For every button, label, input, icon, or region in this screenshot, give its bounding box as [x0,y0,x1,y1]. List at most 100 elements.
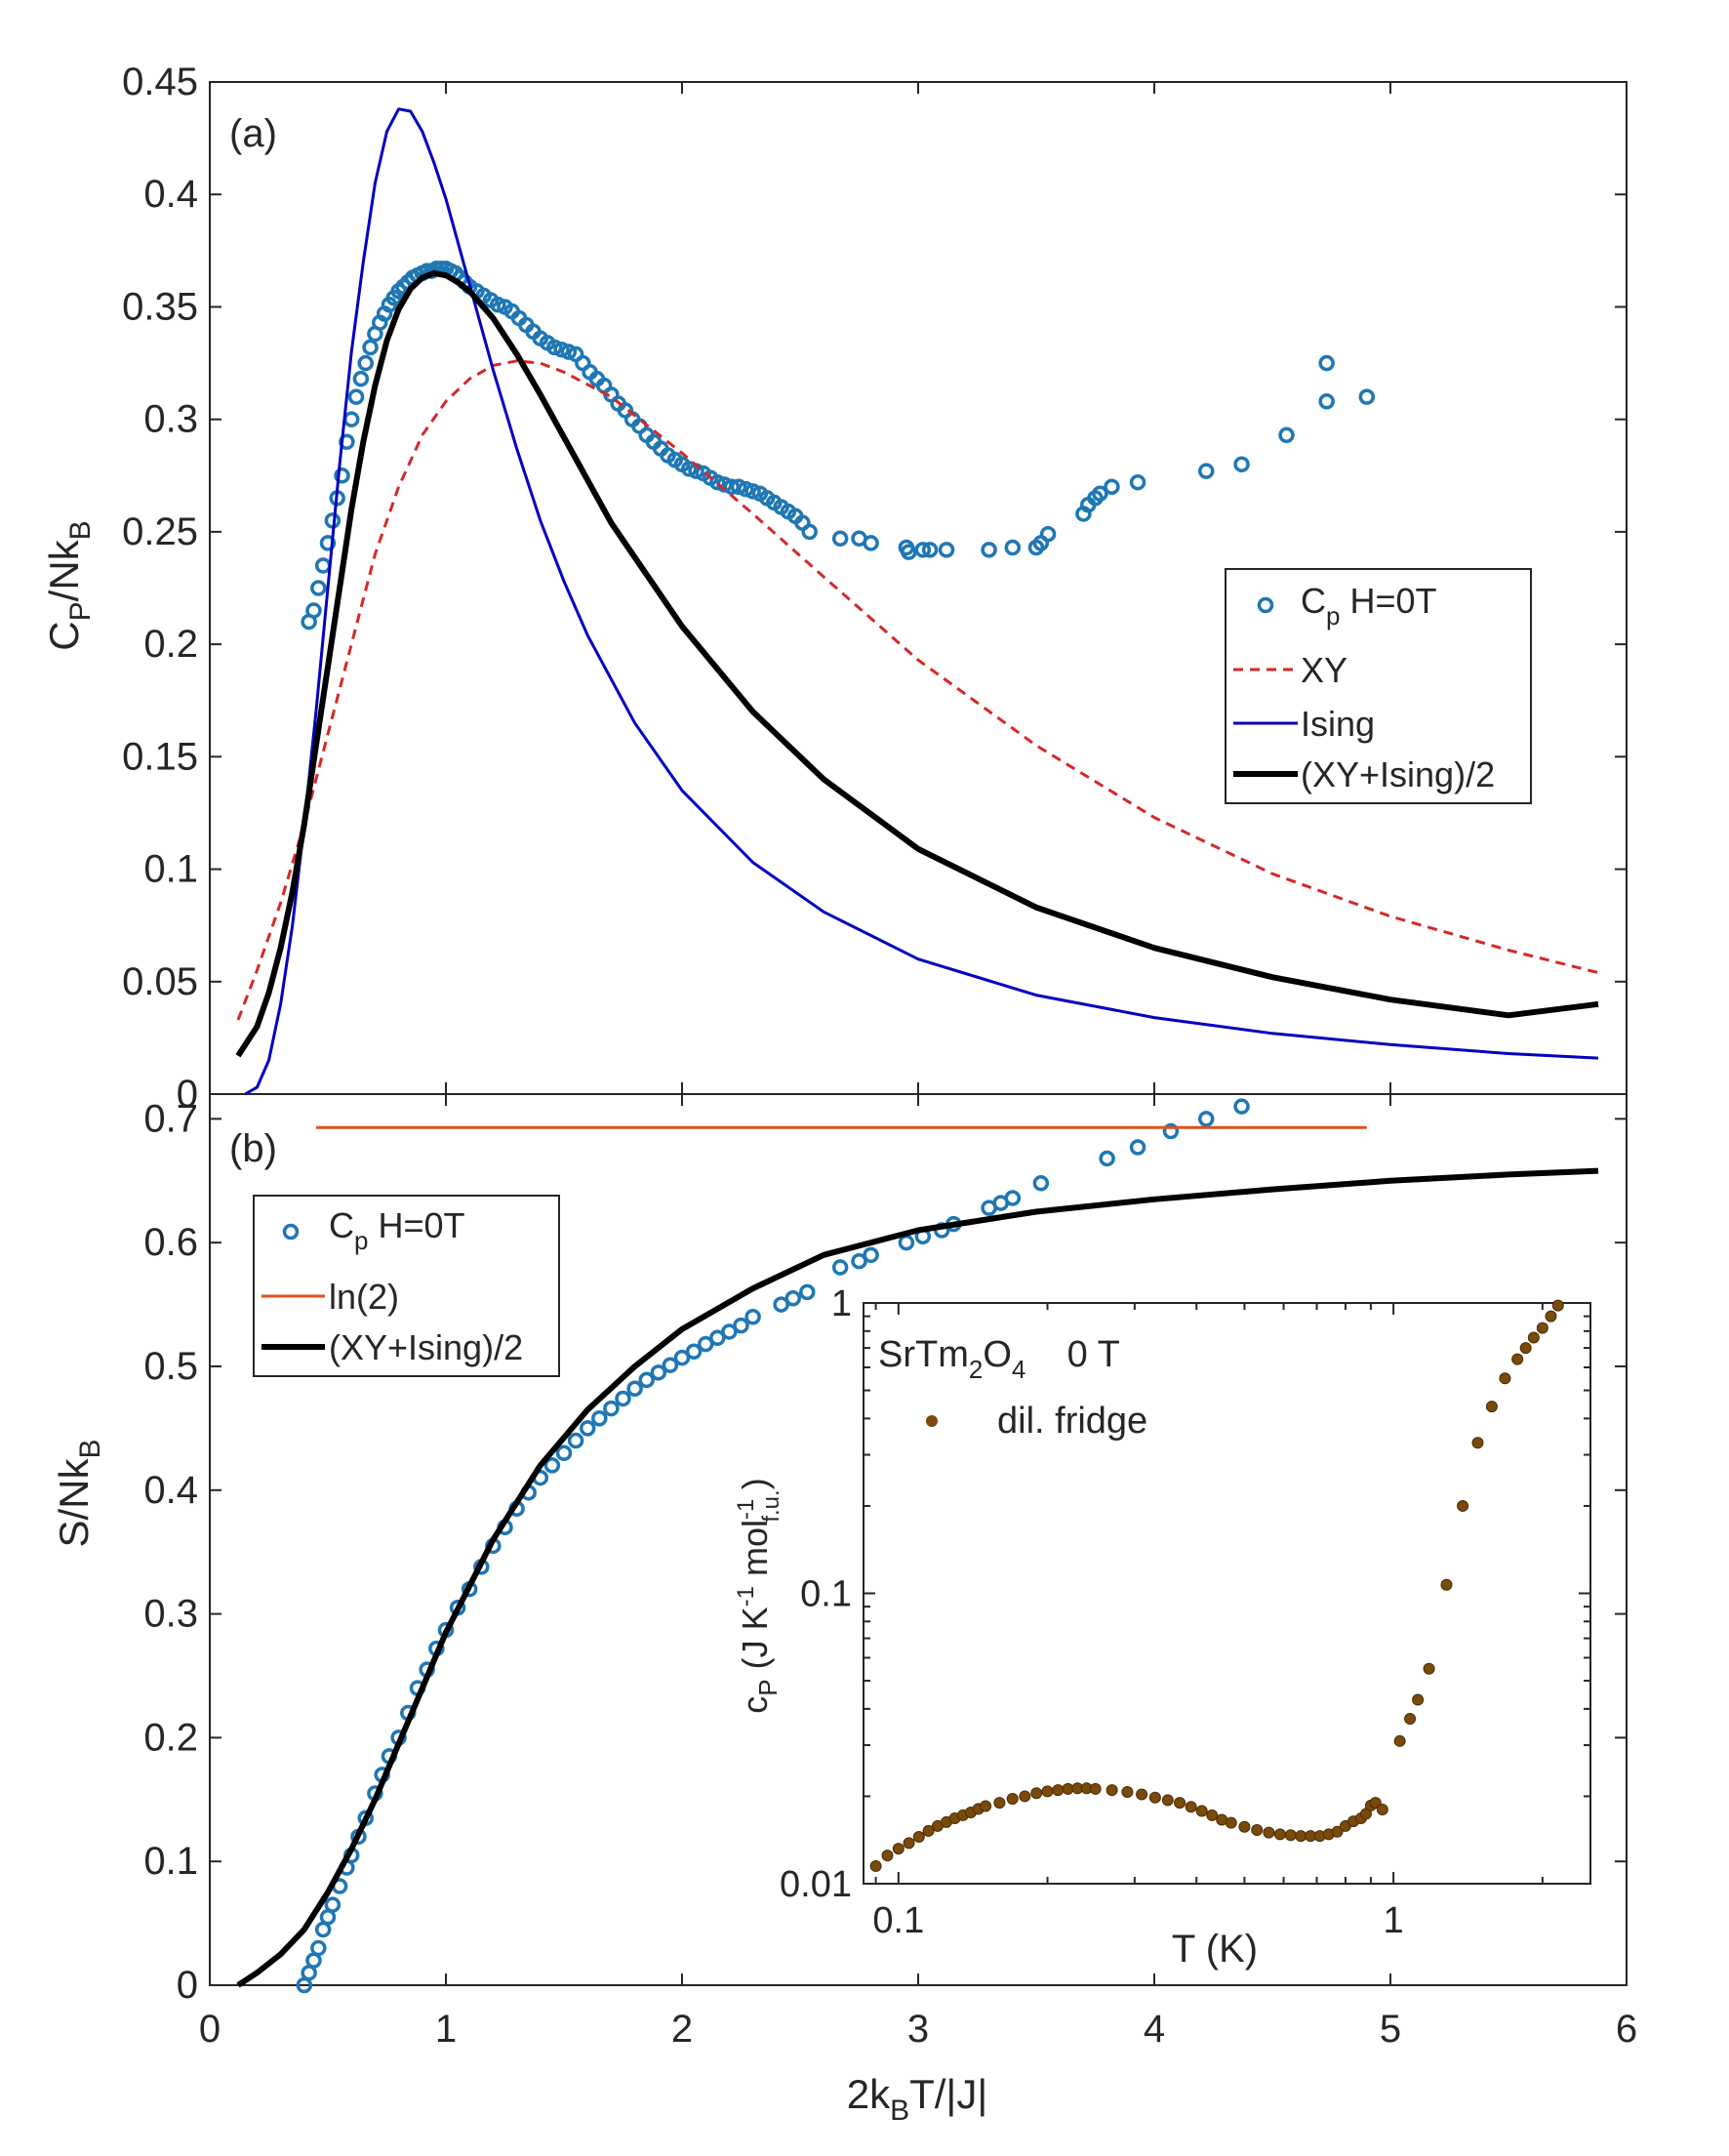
legend-b: Cp H=0T ln(2) (XY+Ising)/2 [253,1195,560,1377]
inset-point [993,1797,1006,1810]
panel-a-cp-point [347,388,365,405]
panel-a-cp-point [1129,473,1146,491]
inset-point [1499,1372,1511,1385]
panel-b-cp-point [1099,1150,1115,1167]
panel-b-cp-point [898,1234,915,1251]
panel-b-cp-point [1162,1122,1180,1140]
legend-a-box [1225,568,1532,804]
inset-point [1440,1578,1453,1591]
inset-ytick-label: 0.1 [800,1574,852,1615]
panel-b-cp-point [1129,1139,1146,1156]
panel-b-cp-point [603,1400,620,1417]
inset-point [1041,1785,1054,1798]
panel-a-ylabel: CP/NkB [41,520,97,650]
inset-point [1206,1809,1219,1821]
panel-a-ytick-label: 0.4 [143,173,198,216]
inset-point [1161,1794,1174,1807]
panel-a-cp-point [1318,392,1335,410]
panel-a-ytick-label: 0.35 [122,285,198,328]
panel-b-cp-point [831,1259,849,1276]
panel-a-cp-point [723,478,741,496]
legend-b-cp-label: Cp H=0T [329,1205,465,1255]
inset-point [1251,1824,1264,1837]
inset-xtick-label: 0.1 [872,1900,924,1941]
inset-point [922,1824,935,1837]
panel-a-cp-point [339,433,355,450]
panel-a-cp-point [681,461,698,477]
inset-point [1393,1734,1406,1747]
inset-ytick-label: 0.01 [780,1864,852,1905]
panel-b-cp-point [721,1323,738,1340]
panel-b-cp-point [784,1289,801,1307]
panel-a-cp-point [1233,456,1250,473]
panel-a-cp-point [357,354,374,372]
panel-b-cp-point [733,1317,749,1334]
panel-a-cp-point [352,370,370,387]
legend-b-cp-marker [282,1223,300,1241]
panel-a-cp-point [938,542,955,558]
panel-b-xtick-label: 1 [435,2008,457,2051]
inset-point [1331,1825,1344,1838]
panel-a-cp-point [305,602,322,619]
panel-a-cp-point [319,535,337,551]
panel-a-cp-point [310,580,327,596]
inset-point [1519,1342,1532,1355]
inset-point [1511,1353,1524,1365]
inset-point [1121,1785,1134,1798]
panel-b-cp-point [1032,1175,1050,1192]
panel-a-label: (a) [229,112,277,155]
panel-b-cp-point [851,1252,867,1270]
panel-a-cp-point [901,544,917,560]
inset-point [1148,1791,1161,1804]
panel-a-cp-point [1092,485,1108,502]
inset-point [1369,1797,1382,1810]
inset-point [1052,1784,1065,1797]
panel-b-cp-point [310,1939,327,1957]
inset-point [1030,1787,1043,1800]
inset-legend-marker [926,1415,938,1427]
panel-b-xtick-label: 4 [1144,2008,1165,2051]
inset-frame [863,1302,1591,1885]
panel-a-ytick-label: 0.25 [122,510,198,553]
inset-point [1527,1331,1540,1344]
panel-a-cp-point [1104,478,1120,496]
panel-b-cp-point [799,1283,816,1301]
inset-legend-label: dil. fridge [997,1401,1147,1442]
legend-a-xy-label: XY [1301,650,1347,690]
panel-b-ytick-label: 0.4 [143,1469,198,1512]
inset-point [1412,1693,1425,1706]
panel-b-cp-point [615,1390,631,1407]
panel-b-cp-point [543,1457,561,1474]
inset-point [892,1843,905,1855]
inset-point [1089,1782,1102,1795]
panel-a-cp-point [914,542,932,558]
inset-ytick-label: 1 [831,1283,852,1324]
panel-b-cp-point [638,1371,655,1389]
inset-title: SrTm2O4 0 T [878,1334,1120,1384]
panel-a-cp-point [921,542,939,558]
panel-b-cp-point [863,1246,879,1264]
panel-a-cp-point [709,473,726,491]
panel-a-cp-point [831,530,849,548]
panel-a-cp-point [1358,388,1376,405]
inset-point [903,1837,915,1850]
panel-a-ytick-label: 0.05 [122,960,198,1003]
panel-b-cp-point [324,1896,342,1913]
inset-point [1106,1784,1118,1797]
panel-b-cp-point [579,1420,596,1437]
panel-b-cp-point [591,1409,608,1427]
panel-a-cp-point [546,339,563,356]
inset-point [1284,1829,1297,1842]
inset-point [1485,1401,1498,1413]
panel-a-ising-line [244,107,1599,1096]
inset-point [1263,1826,1275,1839]
inset-point [1457,1499,1469,1512]
panel-a-cp-point [744,483,761,500]
inset-point [1545,1310,1557,1322]
panel-b-ytick-label: 0.5 [143,1345,198,1388]
panel-a-ytick-label: 0.45 [122,61,198,103]
panel-b: 0 1 2 3 4 5 600.10.20.30.40.50.60.7 (b) S/NkB … [51,1093,1637,2127]
inset-point [1295,1830,1307,1843]
inset-point [980,1800,992,1812]
panel-b-label: (b) [229,1127,277,1170]
